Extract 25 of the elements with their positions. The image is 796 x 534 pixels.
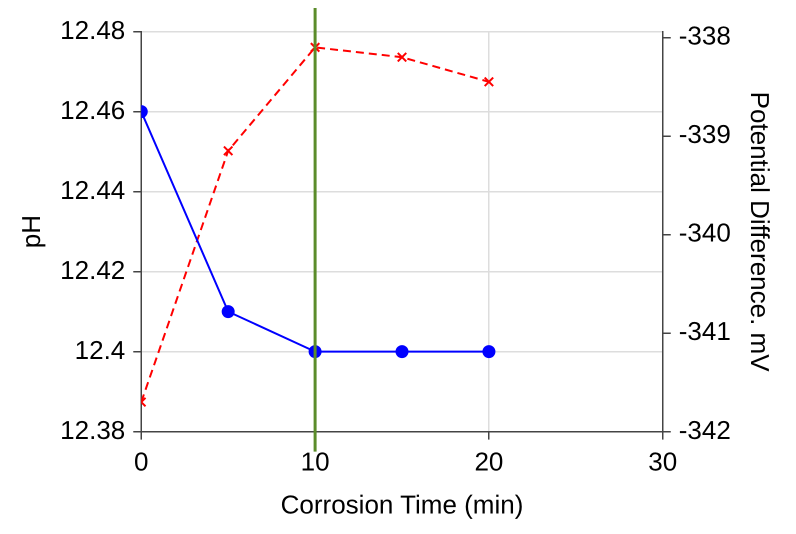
point [222, 305, 235, 318]
y-tick-label: 12.48 [60, 14, 126, 45]
y-tick-label: 12.46 [60, 94, 126, 125]
point [396, 52, 408, 62]
y2-axis-title: Potential Difference. mV [745, 92, 776, 372]
point [396, 345, 409, 358]
y2-tick-label: -339 [678, 119, 731, 150]
y2-tick-label: -341 [678, 316, 731, 346]
point [222, 146, 234, 156]
point [484, 76, 494, 88]
y2-tick-label: -338 [678, 20, 731, 51]
y2-tick-label: -340 [678, 218, 731, 248]
y2-tick-label: -342 [678, 414, 731, 445]
x-tick-label: 30 [648, 446, 678, 476]
y-tick-label: 12.42 [60, 254, 126, 285]
y-tick-label: 12.4 [74, 334, 126, 365]
point [310, 42, 320, 53]
x-tick-label: 20 [474, 446, 504, 476]
point [482, 345, 496, 358]
x-tick-label: 10 [300, 446, 330, 476]
y-tick-label: 12.38 [60, 414, 126, 445]
x-axis-title: Corrosion Time (min) [280, 490, 524, 520]
x-tick-label: 0 [134, 446, 148, 476]
y-axis-title: pH [16, 214, 46, 248]
y-tick-label: 12.44 [60, 174, 126, 205]
